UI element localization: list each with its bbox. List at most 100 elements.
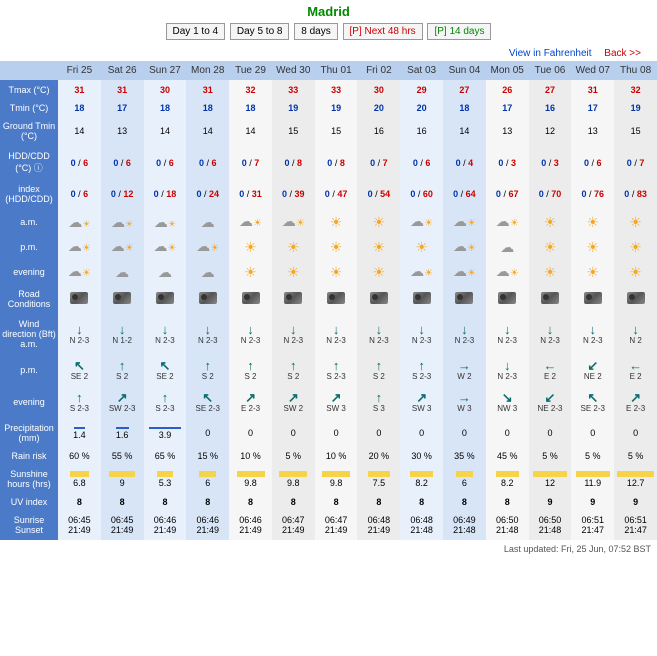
cell: 0 / 6	[101, 146, 144, 179]
cell	[571, 284, 614, 314]
road-icon	[370, 292, 388, 304]
cell: ↑S 2-3	[315, 354, 358, 386]
cell: ☁☀	[272, 209, 315, 234]
cell: 9	[571, 494, 614, 510]
cell: ↓N 2-3	[186, 314, 229, 354]
cell: 9	[101, 464, 144, 494]
cell: 0 / 6	[571, 146, 614, 179]
cell: ↗SW 3	[315, 386, 358, 418]
cell: 0	[229, 418, 272, 448]
cell: ↑S 2	[186, 354, 229, 386]
tab-d58[interactable]: Day 5 to 8	[230, 23, 290, 40]
cell	[186, 284, 229, 314]
day-header: Thu 08	[614, 61, 657, 80]
cell: 30	[357, 80, 400, 100]
cell: 1.6	[101, 418, 144, 448]
cell: 8	[486, 494, 529, 510]
cell: 0 / 7	[614, 146, 657, 179]
cell: 9	[529, 494, 572, 510]
cell: 18	[58, 100, 101, 116]
cell: ☁	[486, 234, 529, 259]
cell: 0 / 76	[571, 179, 614, 209]
tab-d14[interactable]: Day 1 to 4	[166, 23, 226, 40]
cell: 0	[443, 418, 486, 448]
cell	[443, 284, 486, 314]
cell: 6	[443, 464, 486, 494]
road-icon	[627, 292, 645, 304]
view-fahrenheit-link[interactable]: View in Fahrenheit	[509, 48, 592, 59]
cell: 31	[101, 80, 144, 100]
cell: ↑S 2	[101, 354, 144, 386]
cell: 20	[357, 100, 400, 116]
cell: 20 %	[357, 448, 400, 464]
cell: ☁☀	[144, 234, 187, 259]
cell: 45 %	[486, 448, 529, 464]
row-label: index (HDD/CDD)	[0, 179, 58, 209]
cell: 29	[400, 80, 443, 100]
cell: 8	[144, 494, 187, 510]
cell: ☁	[186, 259, 229, 284]
cell: 17	[101, 100, 144, 116]
back-link[interactable]: Back >>	[604, 48, 641, 59]
cell: 5.3	[144, 464, 187, 494]
cell: 30 %	[400, 448, 443, 464]
cell: ↓N 2-3	[58, 314, 101, 354]
cell: ↓N 2-3	[529, 314, 572, 354]
cell: 0 / 24	[186, 179, 229, 209]
cell: ☁☀	[443, 259, 486, 284]
cell: ☁☀	[443, 209, 486, 234]
cell: 06:4721:49	[272, 510, 315, 540]
cell: 16	[529, 100, 572, 116]
tab-8d[interactable]: 8 days	[294, 23, 337, 40]
cell: 0 / 6	[144, 146, 187, 179]
row-label: Sunshine hours (hrs)	[0, 464, 58, 494]
cell: ↓N 2-3	[144, 314, 187, 354]
cell: 15	[315, 116, 358, 146]
tab-14d[interactable]: [P] 14 days	[427, 23, 491, 40]
cell: 10 %	[229, 448, 272, 464]
tab-48h[interactable]: [P] Next 48 hrs	[343, 23, 423, 40]
cell: 0 / 54	[357, 179, 400, 209]
cell: ↙NE 2	[571, 354, 614, 386]
cell: 7.5	[357, 464, 400, 494]
cell: ↙NE 2-3	[529, 386, 572, 418]
cell: 12.7	[614, 464, 657, 494]
cell: ☁☀	[486, 259, 529, 284]
cell: 0 / 12	[101, 179, 144, 209]
cell: ☀	[571, 234, 614, 259]
cell: 9	[614, 494, 657, 510]
cell: 8	[357, 494, 400, 510]
cell: 1.4	[58, 418, 101, 448]
cell: 14	[144, 116, 187, 146]
row-label: p.m.	[0, 354, 58, 386]
cell: ☀	[614, 234, 657, 259]
cell: 13	[101, 116, 144, 146]
cell: ↓N 2-3	[486, 314, 529, 354]
cell: ↓N 1-2	[101, 314, 144, 354]
cell: 0 / 70	[529, 179, 572, 209]
row-label: Tmin (°C)	[0, 100, 58, 116]
forecast-table: Fri 25Sat 26Sun 27Mon 28Tue 29Wed 30Thu …	[0, 61, 657, 540]
cell: 14	[229, 116, 272, 146]
day-header: Sun 04	[443, 61, 486, 80]
cell: ↓N 2-3	[443, 314, 486, 354]
road-icon	[199, 292, 217, 304]
cell: 0 / 31	[229, 179, 272, 209]
road-icon	[498, 292, 516, 304]
cell: 0	[614, 418, 657, 448]
cell: 55 %	[101, 448, 144, 464]
cell: 60 %	[58, 448, 101, 464]
road-icon	[113, 292, 131, 304]
cell: 13	[571, 116, 614, 146]
cell: 0 / 7	[229, 146, 272, 179]
cell: ☁☀	[186, 234, 229, 259]
cell: 6.8	[58, 464, 101, 494]
day-header: Sun 27	[144, 61, 187, 80]
cell	[357, 284, 400, 314]
cell: 0	[400, 418, 443, 448]
cell: 5 %	[571, 448, 614, 464]
cell: ↑S 2	[272, 354, 315, 386]
cell	[315, 284, 358, 314]
cell: ☀	[229, 234, 272, 259]
cell: ☁☀	[58, 234, 101, 259]
